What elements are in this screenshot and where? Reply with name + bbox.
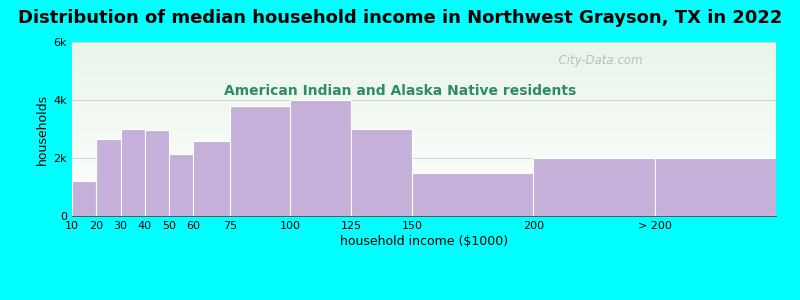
Bar [72,181,96,216]
X-axis label: household income ($1000): household income ($1000) [340,235,508,248]
Text: American Indian and Alaska Native residents: American Indian and Alaska Native reside… [224,84,576,98]
Bar [145,130,169,216]
Bar [290,100,351,216]
Bar [654,158,776,216]
Y-axis label: households: households [36,93,50,165]
Text: Distribution of median household income in Northwest Grayson, TX in 2022: Distribution of median household income … [18,9,782,27]
Bar [96,139,121,216]
Bar [534,158,654,216]
Bar [412,172,534,216]
Text: City-Data.com: City-Data.com [550,54,642,67]
Bar [169,154,194,216]
Bar [351,129,412,216]
Bar [121,129,145,216]
Bar [194,141,230,216]
Bar [230,106,290,216]
